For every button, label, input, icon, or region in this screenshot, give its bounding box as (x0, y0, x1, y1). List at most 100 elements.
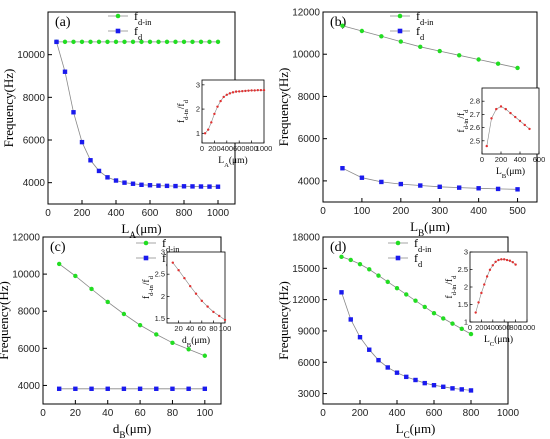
x-tick-label: 100 (354, 206, 371, 217)
x-tick-label: 800 (176, 208, 193, 219)
inset-x-tick-label: 200 (495, 155, 508, 164)
data-point (418, 44, 423, 50)
x-tick-label: 1000 (497, 408, 520, 419)
inset-data-point (259, 88, 263, 92)
inset-y-tick-label: 1.5 (458, 300, 468, 309)
inset-data-point (262, 88, 266, 92)
x-tick-label: 0 (45, 208, 51, 219)
data-point (398, 181, 404, 187)
inset-x-tick-label: 600 (533, 155, 546, 164)
data-point (456, 53, 462, 58)
data-point (56, 261, 62, 267)
inset-x-tick-label: 20 (174, 324, 182, 333)
inset-data-point (495, 107, 498, 111)
x-tick-label: 40 (102, 408, 114, 419)
legend-marker (397, 28, 403, 34)
data-point (122, 180, 127, 185)
y-axis-label: Frequency(Hz) (1, 69, 16, 148)
x-axis-label: dB(μm) (113, 421, 151, 439)
y-tick-label: 9000 (298, 326, 321, 337)
data-point (71, 39, 76, 45)
inset-data-point (183, 276, 186, 280)
inset-y-tick-label: 2.5 (458, 265, 468, 274)
data-point (437, 184, 442, 189)
y-tick-label: 15000 (292, 264, 320, 275)
data-point (156, 39, 161, 45)
inset-x-tick-label: 100 (219, 324, 232, 333)
inset-data-point (207, 128, 210, 131)
data-point (113, 39, 119, 45)
x-tick-label: 200 (352, 408, 369, 419)
series-line-fd (56, 41, 219, 188)
inset-y-tick-label: 2.6 (470, 123, 480, 132)
inset-x-tick-label: 200 (475, 323, 488, 332)
inset-y-tick-label: 2 (196, 105, 200, 114)
inset-data-point (238, 90, 241, 93)
data-point (398, 39, 404, 44)
data-point (137, 386, 143, 391)
data-point (62, 69, 68, 74)
data-point (137, 322, 143, 328)
inset-y-axis-label: fd-in/fd (176, 99, 190, 123)
inset-data-point (231, 91, 235, 94)
data-point (54, 39, 59, 45)
inset-data-point (219, 99, 222, 103)
inset-y-tick-label: 3 (464, 248, 468, 257)
data-point (394, 370, 400, 375)
inset-x-tick-label: 200 (208, 144, 221, 153)
inset-data-point (216, 105, 219, 108)
data-point (379, 34, 384, 39)
inset-data-point (499, 105, 503, 108)
inset-frame (166, 251, 226, 324)
x-tick-label: 800 (463, 408, 480, 419)
inset-data-point (177, 268, 180, 272)
inset-data-point (500, 258, 503, 261)
data-point (89, 386, 94, 391)
x-axis-label: LC(μm) (396, 421, 436, 439)
y-tick-label: 4000 (298, 176, 321, 187)
inset-data-point (511, 260, 514, 264)
data-point (105, 39, 110, 45)
x-tick-label: 60 (135, 408, 147, 419)
inset-data-point (234, 90, 238, 93)
data-point (139, 39, 144, 45)
data-point (198, 39, 204, 45)
data-point (154, 332, 159, 337)
inset-x-tick-label: 600 (233, 144, 246, 153)
y-tick-label: 6000 (298, 134, 321, 145)
inset-y-tick-label: 3 (161, 248, 165, 257)
x-tick-label: 0 (320, 206, 326, 217)
data-point (456, 185, 462, 190)
data-point (96, 168, 102, 174)
inset-y-axis-label: fd-in/fd (456, 109, 470, 133)
data-point (437, 48, 442, 54)
inset-data-point (494, 260, 497, 263)
panel-label: (d) (330, 240, 347, 255)
y-tick-label: 4000 (18, 381, 41, 392)
inset-data-point (222, 95, 225, 99)
data-point (96, 39, 102, 45)
inset-y-tick-label: 3 (196, 80, 200, 89)
x-tick-label: 80 (167, 408, 179, 419)
data-point (170, 386, 175, 391)
inset-data-point (218, 314, 221, 318)
data-point (441, 384, 446, 389)
inset-series-line (172, 262, 226, 321)
inset-frame (481, 87, 540, 155)
inset-data-point (213, 112, 216, 116)
data-point (170, 340, 175, 345)
data-point (105, 386, 110, 391)
legend-entry: fd-in (162, 236, 180, 254)
data-point (418, 183, 423, 188)
data-point (207, 39, 212, 45)
inset-data-point (210, 121, 213, 124)
inset-data-point (528, 127, 531, 131)
data-point (105, 175, 110, 180)
x-tick-label: 100 (196, 408, 213, 419)
inset-data-point (189, 284, 192, 288)
y-tick-label: 10000 (17, 50, 45, 61)
inset-x-tick-label: 800 (509, 323, 522, 332)
inset-y-tick-label: 2.8 (470, 97, 480, 106)
